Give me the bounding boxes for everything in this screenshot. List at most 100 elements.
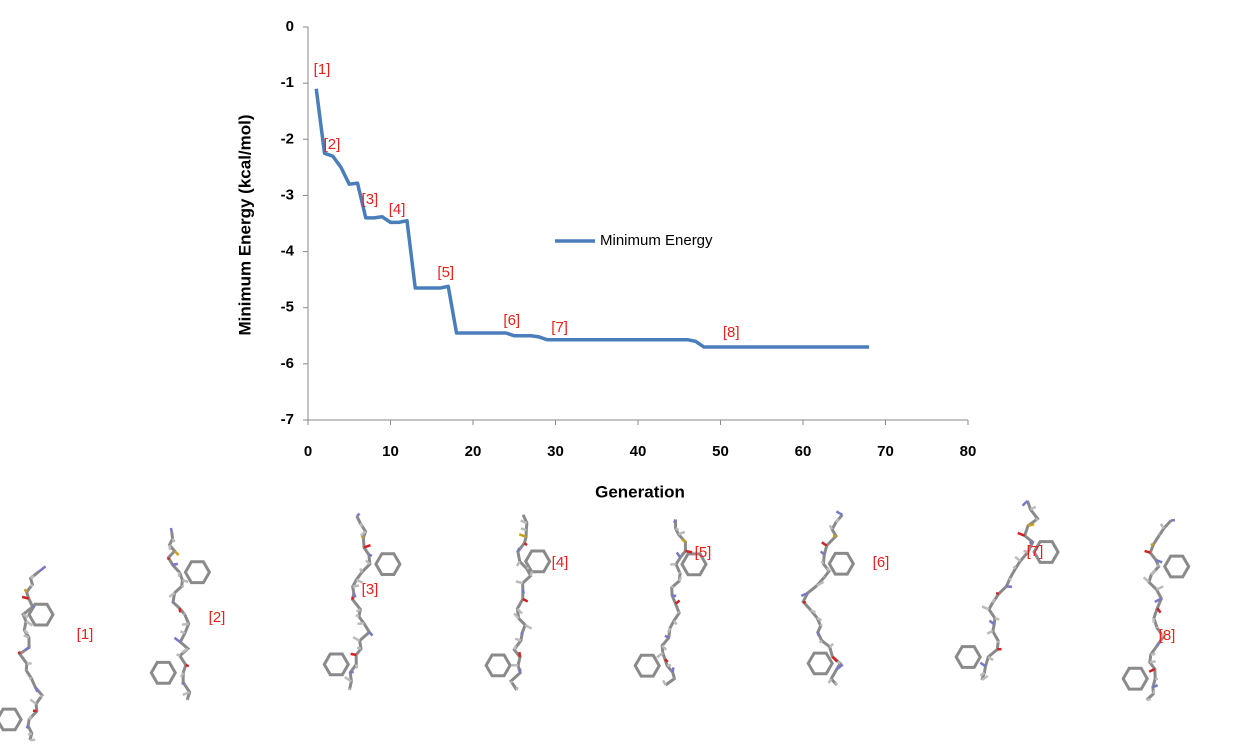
bond — [27, 726, 28, 729]
bond — [1144, 577, 1149, 582]
bond — [180, 608, 181, 612]
ring — [635, 655, 659, 676]
bond — [803, 602, 806, 603]
bond — [360, 524, 362, 527]
bond — [22, 597, 29, 599]
bond — [518, 548, 519, 552]
x-tick-label: 70 — [877, 443, 894, 460]
bond — [169, 545, 170, 550]
x-tick-label: 20 — [465, 443, 482, 460]
bond — [1015, 557, 1020, 561]
bond — [674, 621, 677, 625]
x-tick-label: 40 — [630, 443, 647, 460]
bond — [1157, 586, 1164, 589]
x-tick-label: 60 — [795, 443, 812, 460]
bond — [171, 528, 172, 532]
bond — [672, 595, 676, 596]
bond — [357, 648, 361, 649]
bond — [1150, 661, 1156, 662]
bond — [1028, 524, 1034, 525]
annotation: [8] — [723, 324, 740, 341]
bond — [357, 514, 360, 516]
bond — [519, 652, 520, 657]
bond — [175, 551, 179, 555]
bond-chain — [511, 515, 531, 690]
bond — [41, 695, 42, 697]
bond — [1023, 501, 1028, 506]
y-tick-label: 0 — [286, 18, 294, 35]
ring — [1123, 668, 1147, 689]
bond — [19, 652, 20, 654]
molecule — [956, 501, 1058, 680]
bond — [1157, 608, 1160, 612]
annotation: [1] — [314, 61, 331, 78]
bond — [179, 572, 180, 577]
bond — [39, 566, 45, 571]
ring — [0, 709, 21, 730]
y-axis-title: Minimum Energy (kcal/mol) — [235, 114, 254, 335]
bond — [354, 593, 356, 597]
molecule — [1123, 520, 1189, 700]
x-axis-title: Generation — [595, 482, 685, 501]
bond — [827, 568, 829, 572]
bond — [818, 632, 819, 635]
y-tick-label: -6 — [281, 355, 294, 372]
bond — [980, 663, 985, 667]
bond — [525, 625, 531, 629]
bond — [1031, 507, 1036, 510]
bond — [174, 638, 180, 642]
structure-label: [4] — [552, 554, 569, 571]
bond — [838, 662, 841, 664]
bond — [369, 632, 372, 636]
bond — [28, 734, 32, 735]
structure-label: [7] — [1027, 543, 1044, 560]
figure: Generation Minimum Energy (kcal/mol) -7-… — [0, 0, 1249, 747]
annotation: [2] — [324, 136, 341, 153]
bond — [1006, 586, 1012, 587]
bond — [832, 657, 837, 662]
bond — [517, 561, 520, 565]
bond — [29, 678, 31, 679]
bond — [676, 528, 679, 529]
bond — [1161, 524, 1164, 529]
bond — [996, 593, 999, 594]
structure-label: [3] — [362, 581, 379, 598]
ring — [829, 553, 853, 574]
x-tick-label: 0 — [304, 443, 312, 460]
y-tick-label: -2 — [281, 130, 294, 147]
bond — [995, 618, 999, 620]
bond — [172, 564, 177, 565]
molecule — [0, 566, 53, 740]
bond — [821, 624, 822, 626]
bond — [369, 555, 372, 556]
bond — [820, 641, 822, 643]
bond — [822, 542, 827, 545]
bond — [351, 654, 357, 655]
molecule — [486, 515, 550, 690]
bond — [356, 615, 359, 617]
ring — [486, 655, 510, 676]
bond — [33, 607, 35, 608]
bond — [182, 649, 188, 653]
bond — [667, 665, 671, 666]
x-tick-label: 30 — [547, 443, 564, 460]
molecule — [151, 528, 209, 700]
annotation: [6] — [503, 312, 520, 329]
bond — [524, 543, 527, 545]
bond — [987, 631, 993, 633]
y-tick-label: -3 — [281, 186, 294, 203]
bond — [678, 612, 679, 613]
molecule — [324, 514, 400, 690]
bond — [184, 613, 185, 614]
ring — [151, 662, 175, 683]
bond — [677, 553, 681, 558]
bond — [982, 606, 989, 609]
bond — [182, 682, 183, 684]
bond — [511, 681, 512, 683]
bond-chain — [982, 501, 1038, 680]
bond — [1151, 570, 1155, 575]
bond — [830, 525, 832, 529]
bond — [521, 632, 522, 634]
bond — [679, 577, 681, 581]
bond — [829, 679, 832, 683]
